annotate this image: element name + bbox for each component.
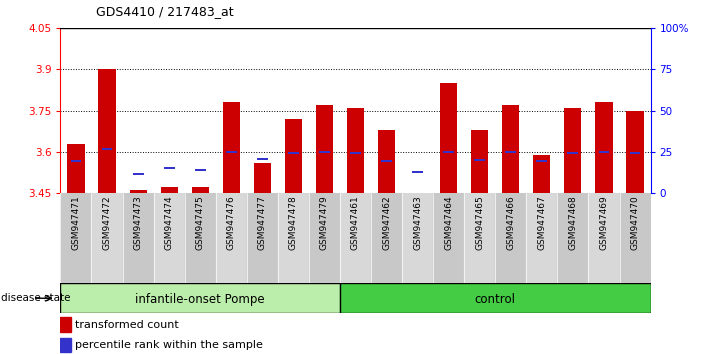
Text: transformed count: transformed count bbox=[75, 320, 179, 330]
Bar bbox=[496, 193, 526, 283]
Bar bbox=[319, 151, 330, 153]
Bar bbox=[440, 83, 457, 193]
Text: GDS4410 / 217483_at: GDS4410 / 217483_at bbox=[96, 5, 234, 18]
Bar bbox=[433, 193, 464, 283]
Bar bbox=[340, 283, 651, 313]
Bar bbox=[557, 193, 589, 283]
Text: disease state: disease state bbox=[1, 293, 71, 303]
Bar bbox=[533, 155, 550, 193]
Bar bbox=[536, 160, 547, 162]
Text: GSM947477: GSM947477 bbox=[258, 196, 267, 250]
Bar bbox=[226, 151, 237, 153]
Bar bbox=[340, 193, 371, 283]
Text: GSM947476: GSM947476 bbox=[227, 196, 236, 250]
Bar bbox=[626, 111, 643, 193]
Bar bbox=[161, 188, 178, 193]
Bar bbox=[599, 151, 609, 153]
Bar bbox=[60, 193, 92, 283]
Bar bbox=[192, 188, 209, 193]
Text: GSM947466: GSM947466 bbox=[506, 196, 515, 250]
Bar bbox=[122, 193, 154, 283]
Bar bbox=[164, 167, 175, 169]
Bar bbox=[99, 69, 116, 193]
Bar bbox=[92, 193, 122, 283]
Text: GSM947467: GSM947467 bbox=[538, 196, 546, 250]
Bar bbox=[381, 160, 392, 162]
Bar bbox=[223, 102, 240, 193]
Bar bbox=[567, 152, 578, 154]
Bar bbox=[378, 130, 395, 193]
Bar bbox=[285, 119, 302, 193]
Bar bbox=[619, 193, 651, 283]
Bar bbox=[630, 152, 641, 154]
Bar bbox=[185, 193, 215, 283]
Text: GSM947465: GSM947465 bbox=[475, 196, 484, 250]
Bar bbox=[589, 193, 619, 283]
Bar bbox=[464, 193, 496, 283]
Bar bbox=[68, 144, 85, 193]
Bar bbox=[402, 193, 433, 283]
Text: GSM947471: GSM947471 bbox=[72, 196, 80, 250]
Text: GSM947469: GSM947469 bbox=[599, 196, 609, 250]
Bar bbox=[60, 283, 340, 313]
Bar bbox=[247, 193, 278, 283]
Bar bbox=[316, 105, 333, 193]
Bar bbox=[60, 338, 71, 352]
Bar bbox=[278, 193, 309, 283]
Bar bbox=[288, 152, 299, 154]
Bar bbox=[133, 173, 144, 175]
Bar bbox=[154, 193, 185, 283]
Bar bbox=[70, 160, 81, 162]
Text: GSM947475: GSM947475 bbox=[196, 196, 205, 250]
Text: GSM947464: GSM947464 bbox=[444, 196, 453, 250]
Bar bbox=[502, 105, 519, 193]
Text: GSM947462: GSM947462 bbox=[382, 196, 391, 250]
Text: GSM947472: GSM947472 bbox=[102, 196, 112, 250]
Bar bbox=[474, 159, 485, 161]
Bar bbox=[412, 171, 423, 173]
Bar bbox=[129, 190, 146, 193]
Bar bbox=[347, 108, 364, 193]
Bar bbox=[595, 102, 612, 193]
Bar bbox=[309, 193, 340, 283]
Text: GSM947463: GSM947463 bbox=[413, 196, 422, 250]
Text: GSM947479: GSM947479 bbox=[320, 196, 329, 250]
Bar bbox=[565, 108, 582, 193]
Bar bbox=[526, 193, 557, 283]
Bar bbox=[215, 193, 247, 283]
Bar bbox=[471, 130, 488, 193]
Bar bbox=[60, 317, 71, 332]
Text: infantile-onset Pompe: infantile-onset Pompe bbox=[135, 293, 265, 306]
Bar bbox=[506, 151, 516, 153]
Text: GSM947461: GSM947461 bbox=[351, 196, 360, 250]
Text: GSM947474: GSM947474 bbox=[165, 196, 173, 250]
Text: percentile rank within the sample: percentile rank within the sample bbox=[75, 340, 263, 350]
Text: GSM947478: GSM947478 bbox=[289, 196, 298, 250]
Text: GSM947470: GSM947470 bbox=[631, 196, 639, 250]
Text: GSM947473: GSM947473 bbox=[134, 196, 143, 250]
Bar bbox=[443, 151, 454, 153]
Text: GSM947468: GSM947468 bbox=[568, 196, 577, 250]
Bar bbox=[257, 158, 268, 160]
Bar bbox=[195, 169, 205, 171]
Bar bbox=[350, 152, 361, 154]
Bar bbox=[102, 148, 112, 150]
Bar bbox=[371, 193, 402, 283]
Text: control: control bbox=[475, 293, 515, 306]
Bar bbox=[254, 163, 271, 193]
